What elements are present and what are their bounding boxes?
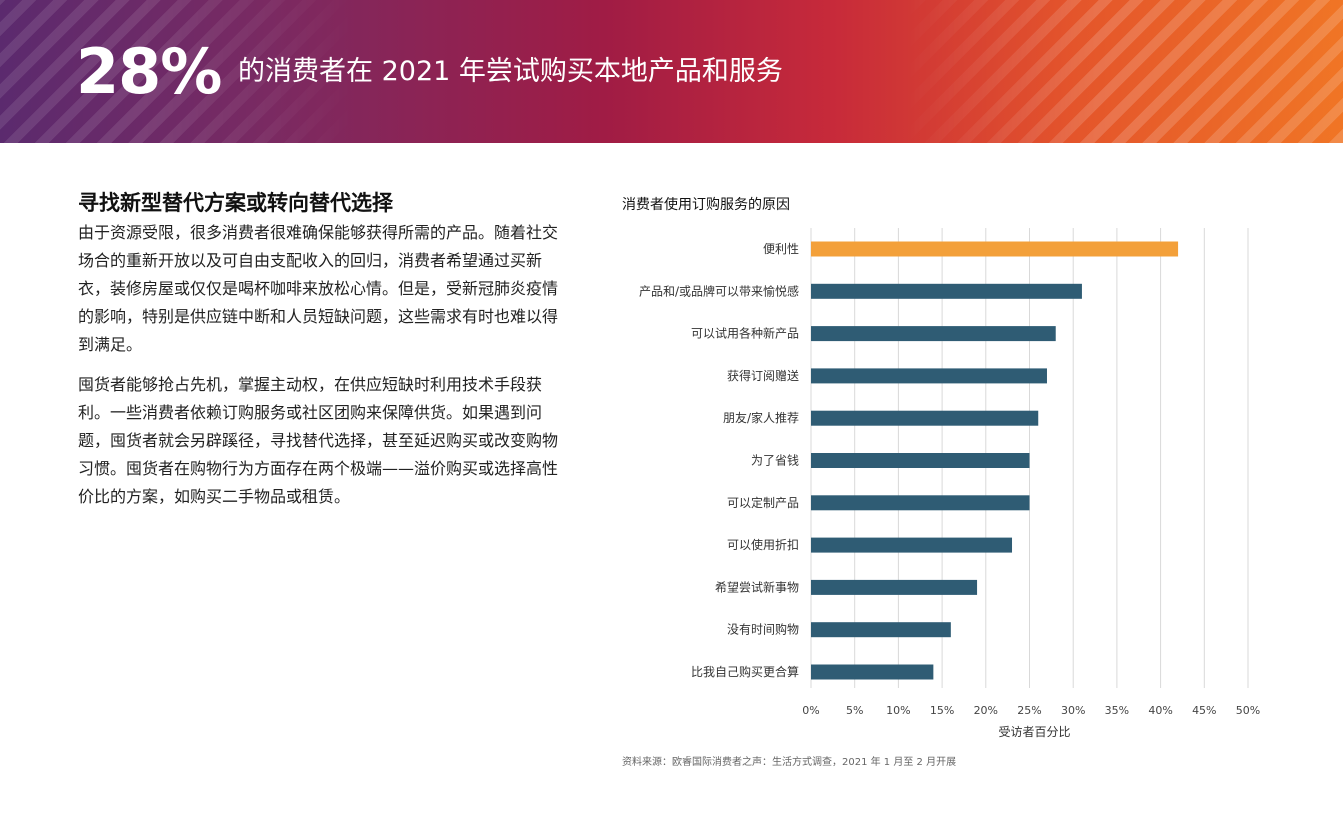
x-tick-label: 50% — [1236, 704, 1260, 717]
x-tick-label: 0% — [802, 704, 819, 717]
category-label: 为了省钱 — [751, 453, 799, 468]
x-tick-label: 10% — [886, 704, 910, 717]
stripe-decoration-left — [0, 0, 360, 143]
bar — [811, 664, 934, 680]
category-label: 朋友/家人推荐 — [723, 410, 799, 425]
x-tick-label: 35% — [1105, 704, 1129, 717]
category-label: 可以试用各种新产品 — [691, 326, 799, 341]
x-tick-label: 15% — [930, 704, 954, 717]
x-tick-label: 40% — [1148, 704, 1172, 717]
category-label: 没有时间购物 — [727, 622, 799, 637]
x-tick-label: 25% — [1017, 704, 1041, 717]
bar — [811, 622, 951, 638]
x-tick-label: 5% — [846, 704, 863, 717]
bar — [811, 283, 1082, 299]
category-label: 希望尝试新事物 — [715, 579, 799, 594]
body-paragraph-1: 由于资源受限，很多消费者很难确保能够获得所需的产品。随着社交场合的重新开放以及可… — [78, 223, 559, 354]
source-note: 资料来源：欧睿国际消费者之声：生活方式调查，2021 年 1 月至 2 月开展 — [622, 757, 957, 768]
x-tick-label: 20% — [974, 704, 998, 717]
x-tick-label: 30% — [1061, 704, 1085, 717]
body-paragraph-2: 囤货者能够抢占先机，掌握主动权，在供应短缺时利用技术手段获利。一些消费者依赖订购… — [78, 375, 559, 506]
section-title: 寻找新型替代方案或转向替代选择 — [78, 191, 393, 215]
x-tick-label: 45% — [1192, 704, 1216, 717]
category-label: 产品和/或品牌可以带来愉悦感 — [639, 283, 799, 298]
category-label: 获得订阅赠送 — [727, 368, 799, 383]
bar — [811, 326, 1056, 342]
category-label: 可以使用折扣 — [727, 537, 799, 552]
category-label: 比我自己购买更合算 — [691, 664, 799, 679]
bar — [811, 368, 1047, 384]
bar — [811, 537, 1013, 553]
bar — [811, 453, 1030, 468]
bar — [811, 410, 1039, 426]
stripe-decoration-right — [903, 0, 1343, 143]
bar-chart: 0% 5% 10% 15% 20% 25% 30% 35% 40% 45% 50% 便利性产品和/或品… — [639, 228, 1260, 739]
header-banner: 28% 的消费者在 2021 年尝试购买本地产品和服务 — [0, 0, 1343, 143]
bar — [811, 495, 1030, 511]
category-label: 便利性 — [763, 242, 799, 256]
bar — [811, 241, 1179, 257]
category-label: 可以定制产品 — [727, 495, 799, 510]
headline-title: 的消费者在 2021 年尝试购买本地产品和服务 — [238, 56, 783, 87]
chart-title: 消费者使用订购服务的原因 — [622, 197, 790, 213]
bar — [811, 579, 978, 595]
headline-stat: 28% — [76, 35, 222, 108]
x-axis-label: 受访者百分比 — [998, 725, 1070, 739]
